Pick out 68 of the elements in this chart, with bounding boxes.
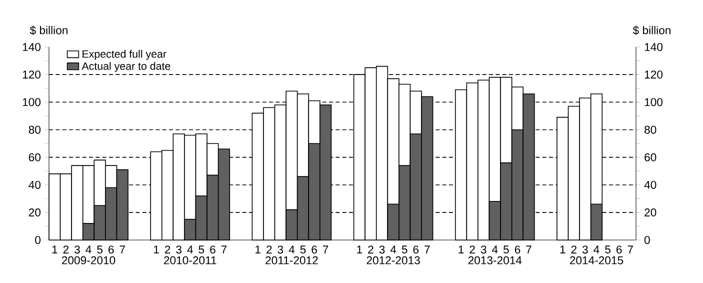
x-tick-label: 7	[628, 246, 633, 254]
x-tick-label: 6	[413, 246, 419, 254]
x-tick-label: 4	[390, 246, 396, 254]
text: 2011-2012	[266, 256, 318, 264]
x-tick-label: 3	[74, 246, 80, 254]
x-tick-label: 3	[176, 246, 182, 254]
text: 2014-2015	[570, 256, 624, 264]
x-tick-label: 4	[594, 246, 600, 254]
x-tick-label: 1	[458, 246, 464, 254]
x-tick-label: 7	[120, 246, 125, 254]
y-axis-title: $ billion	[30, 26, 68, 35]
y-tick-label: 20	[28, 208, 41, 216]
x-tick-label: 5	[402, 246, 408, 254]
x-tick-label: 6	[312, 246, 317, 254]
x-tick-label: 3	[582, 246, 588, 254]
x-tick-label: 2	[266, 246, 272, 254]
x-tick-label: 1	[357, 246, 362, 254]
x-tick-label: 3	[278, 246, 284, 254]
y2-axis-title: $ billion	[632, 26, 670, 35]
y-tick-label: 100	[22, 98, 41, 106]
x-tick-label: 2	[63, 246, 69, 254]
y-tick-label: 40	[28, 180, 41, 189]
x-tick-label: 2	[470, 246, 475, 254]
y-tick-label: 140	[22, 43, 41, 52]
x-tick-label: 3	[379, 246, 385, 254]
x-tick-label: 2	[368, 246, 374, 254]
legend-label: Actual year to date	[82, 62, 170, 72]
text: 2013-2014	[468, 256, 522, 264]
y2-tick-label: 0	[644, 236, 650, 244]
x-tick-label: 4	[492, 246, 498, 254]
x-tick-label: 7	[323, 246, 328, 254]
y-tick-label: 80	[28, 126, 41, 134]
y2-tick-label: 140	[644, 43, 663, 52]
y2-tick-label: 60	[644, 153, 656, 162]
x-tick-label: 4	[288, 246, 295, 254]
y2-tick-label: 20	[644, 208, 656, 216]
x-tick-label: 2	[571, 246, 576, 254]
x-tick-label: 6	[514, 246, 520, 254]
y-tick-label: 120	[22, 70, 41, 79]
x-tick-label: 2	[164, 246, 170, 254]
x-tick-label: 6	[616, 246, 622, 254]
x-tick-label: 1	[154, 246, 159, 254]
y2-tick-label: 100	[644, 98, 663, 106]
x-tick-label: 1	[256, 246, 260, 254]
y2-tick-label: 120	[644, 70, 663, 79]
y-tick-label: 60	[28, 153, 41, 162]
text: 2012-2013	[366, 256, 420, 264]
x-tick-label: 5	[300, 246, 306, 254]
x-tick-label: 5	[605, 246, 610, 254]
x-tick-label: 7	[526, 246, 532, 254]
x-tick-label: 1	[52, 246, 58, 254]
x-tick-label: 4	[187, 246, 193, 254]
x-tick-label: 5	[198, 246, 204, 254]
x-tick-label: 1	[560, 246, 566, 254]
x-tick-label: 7	[221, 246, 227, 254]
y-tick-label: 0	[35, 236, 41, 244]
text: 2010-2011	[164, 256, 216, 264]
legend-label: Expected full year	[82, 50, 166, 60]
y2-tick-label: 40	[644, 180, 656, 189]
x-tick-label: 6	[210, 246, 216, 254]
x-tick-label: 6	[108, 246, 114, 254]
x-tick-label: 3	[480, 246, 486, 254]
x-tick-label: 5	[503, 246, 509, 254]
x-tick-label: 5	[97, 246, 102, 254]
x-tick-label: 7	[424, 246, 430, 254]
text: 2009-2010	[62, 256, 116, 264]
y2-tick-label: 80	[644, 126, 656, 134]
x-tick-label: 4	[86, 246, 92, 254]
